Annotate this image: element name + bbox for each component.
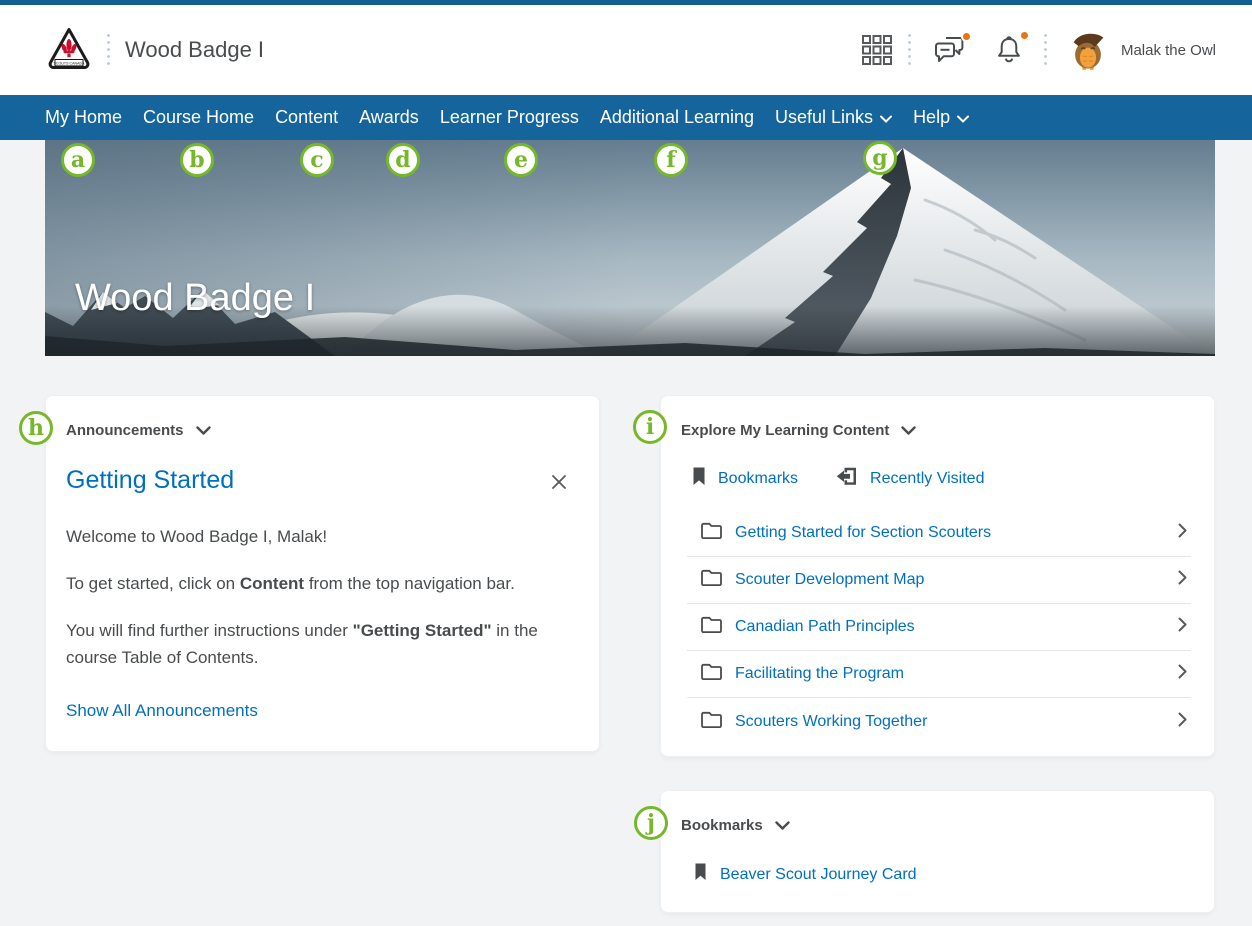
chevron-right-icon (1178, 617, 1187, 637)
mountain-banner-image (45, 140, 1215, 356)
announcement-paragraph: To get started, click on Content from th… (66, 574, 515, 593)
chevron-down-icon (957, 107, 970, 128)
dismiss-announcement-icon[interactable] (547, 470, 571, 499)
folder-icon (701, 711, 722, 733)
annotation-b: b (180, 143, 214, 177)
chevron-right-icon (1178, 712, 1187, 732)
header-divider (107, 32, 110, 68)
alerts-notification-dot (1018, 30, 1030, 41)
announcement-paragraph: Welcome to Wood Badge I, Malak! (66, 527, 328, 546)
content-module-row[interactable]: Getting Started for Section Scouters (687, 510, 1191, 557)
header-divider (907, 32, 911, 68)
app-header: SCOUTS CANADA Wood Badge I (0, 5, 1252, 95)
scouts-canada-logo[interactable]: SCOUTS CANADA (46, 26, 92, 74)
nav-content[interactable]: Content (275, 107, 339, 127)
header-course-title: Wood Badge I (125, 37, 265, 62)
explore-tabs: Bookmarks Recently Visited (693, 467, 1214, 491)
nav-additional-learning[interactable]: Additional Learning (599, 107, 755, 127)
announcements-widget-title: Announcements (66, 422, 184, 439)
header-actions: Malak the Owl (861, 29, 1216, 71)
nav-my-home[interactable]: My Home (45, 107, 123, 127)
nav-useful-links[interactable]: Useful Links (775, 107, 893, 128)
chevron-down-icon[interactable] (775, 817, 790, 834)
annotation-i: i (633, 410, 667, 444)
banner-course-title: Wood Badge I (75, 277, 316, 319)
annotation-e: e (504, 143, 538, 177)
annotation-a: a (61, 143, 95, 177)
content-module-row[interactable]: Scouter Development Map (687, 557, 1191, 604)
nav-awards[interactable]: Awards (359, 107, 419, 127)
annotation-h: h (19, 411, 53, 445)
explore-widget-title: Explore My Learning Content (681, 422, 890, 439)
folder-icon (701, 569, 722, 591)
explore-learning-widget: Explore My Learning Content Bookmarks (660, 395, 1215, 757)
top-accent-strip (0, 0, 1252, 5)
annotation-c: c (300, 143, 334, 177)
announcement-body: Welcome to Wood Badge I, Malak! To get s… (46, 523, 599, 671)
recently-visited-icon (836, 467, 857, 491)
announcements-widget: Announcements Getting Started Welcome to… (45, 395, 600, 752)
header-divider (1043, 32, 1047, 68)
user-avatar-owl[interactable] (1067, 29, 1109, 71)
homepage-widgets: Announcements Getting Started Welcome to… (45, 395, 1215, 913)
annotation-j: j (634, 806, 668, 840)
bookmark-item[interactable]: Beaver Scout Journey Card (695, 863, 1214, 886)
nav-learner-progress[interactable]: Learner Progress (439, 107, 579, 127)
folder-icon (701, 663, 722, 685)
chevron-right-icon (1178, 570, 1187, 590)
alerts-bell-icon[interactable] (994, 30, 1030, 66)
folder-icon (701, 616, 722, 638)
annotation-g: g (863, 141, 897, 175)
announcement-paragraph: You will find further instructions under… (66, 621, 538, 667)
apps-grid-icon[interactable] (861, 34, 893, 66)
svg-text:SCOUTS CANADA: SCOUTS CANADA (54, 61, 86, 65)
course-navbar: My Home Course Home Content Awards Learn… (0, 95, 1252, 140)
bookmarks-widget: Bookmarks Beaver Scout Journey Card (660, 790, 1215, 913)
bookmark-icon (695, 863, 706, 886)
chevron-down-icon[interactable] (195, 422, 211, 439)
chevron-right-icon (1178, 523, 1187, 543)
show-all-announcements-link[interactable]: Show All Announcements (66, 701, 258, 720)
course-banner: Wood Badge I (45, 140, 1215, 356)
nav-course-home[interactable]: Course Home (143, 107, 255, 127)
chevron-right-icon (1178, 664, 1187, 684)
messages-icon[interactable] (934, 31, 972, 65)
messages-notification-dot (960, 31, 972, 42)
nav-help[interactable]: Help (913, 107, 970, 128)
chevron-down-icon (880, 107, 893, 128)
folder-icon (701, 522, 722, 544)
content-module-row[interactable]: Canadian Path Principles (687, 604, 1191, 651)
content-module-row[interactable]: Scouters Working Together (687, 698, 1191, 745)
annotation-d: d (386, 143, 420, 177)
bookmark-icon (693, 467, 705, 491)
announcement-item-link[interactable]: Getting Started (66, 466, 235, 494)
annotation-f: f (654, 143, 688, 177)
content-module-list: Getting Started for Section Scouters Sco… (687, 510, 1191, 745)
content-module-row[interactable]: Facilitating the Program (687, 651, 1191, 698)
user-name[interactable]: Malak the Owl (1120, 41, 1216, 59)
chevron-down-icon[interactable] (901, 422, 917, 439)
tab-recently-visited[interactable]: Recently Visited (836, 467, 984, 491)
bookmarks-widget-title: Bookmarks (681, 817, 763, 834)
tab-bookmarks[interactable]: Bookmarks (693, 467, 798, 491)
